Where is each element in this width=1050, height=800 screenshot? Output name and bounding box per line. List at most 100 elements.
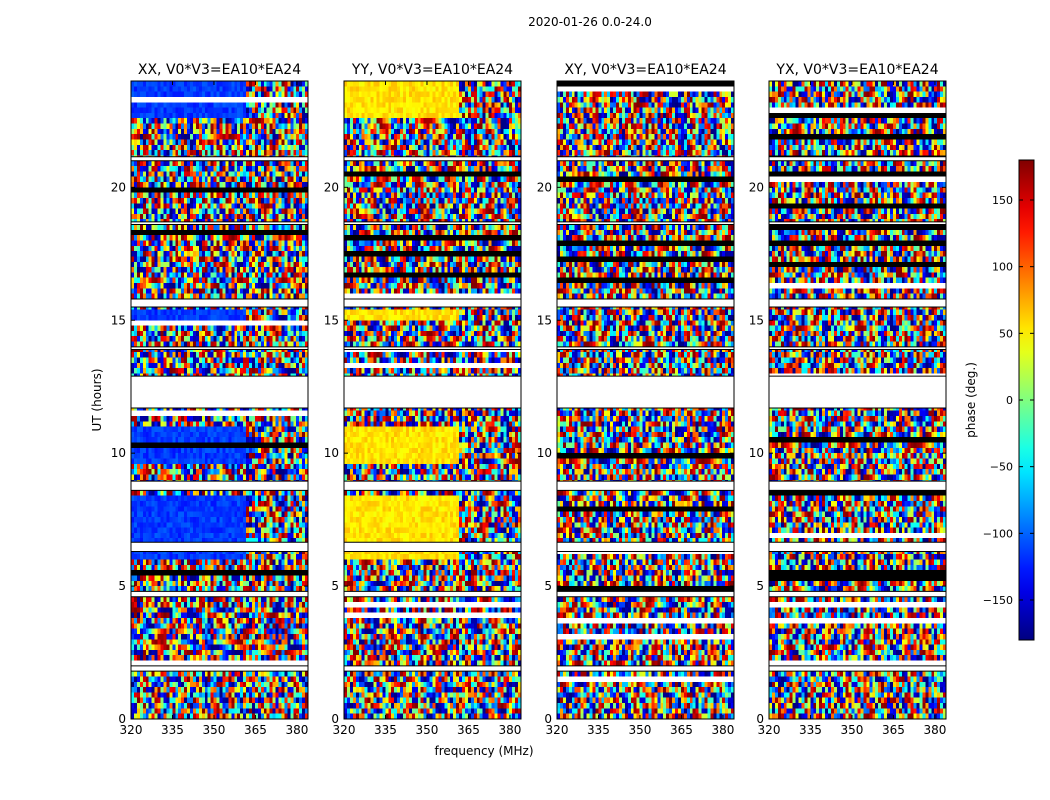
panel-yy-frame — [343, 80, 522, 720]
panel-yx-flagged-band — [769, 665, 946, 672]
panel-yx-flagged-band — [769, 376, 946, 408]
panel-yx-title: YX, V0*V3=EA10*EA24 — [775, 62, 938, 78]
y-tick-label: 15 — [537, 313, 552, 327]
panel-xy-title: XY, V0*V3=EA10*EA24 — [564, 62, 726, 78]
panel-xy-flagged-band — [557, 298, 734, 307]
y-tick-label: 20 — [749, 180, 764, 194]
x-tick-label: 365 — [882, 723, 905, 737]
y-axis-label: UT (hours) — [90, 368, 104, 431]
panel-xx-title: XX, V0*V3=EA10*EA24 — [138, 62, 301, 78]
y-tick-label: 10 — [749, 446, 764, 460]
panel-yy-flagged-band — [344, 665, 521, 672]
colorbar-tick-label: 50 — [999, 327, 1013, 340]
colorbar-label: phase (deg.) — [964, 362, 978, 438]
panel-xy-flagged-band — [557, 481, 734, 491]
panel-yy-flagged-band — [344, 591, 521, 597]
panel-yy-flagged-band — [344, 542, 521, 552]
panel-xy-flagged-band — [557, 156, 734, 161]
x-tick-label: 380 — [923, 723, 946, 737]
panel-xx-flagged-band — [131, 542, 308, 552]
y-tick-label: 5 — [544, 579, 552, 593]
colorbar-tick-label: −50 — [990, 461, 1013, 474]
colorbar-tick-label: −150 — [983, 594, 1013, 607]
x-tick-label: 335 — [587, 723, 610, 737]
panels-layer: XX, V0*V3=EA10*EA24 320 335 350 365 380 0 5 10 15… — [111, 62, 947, 737]
x-axis-label: frequency (MHz) — [434, 744, 533, 758]
panel-yy-title: YY, V0*V3=EA10*EA24 — [351, 62, 513, 78]
x-tick-label: 320 — [333, 723, 356, 737]
panel-xy-flagged-band — [557, 346, 734, 350]
panel-xx-flagged-band — [131, 221, 308, 225]
panel-xx-flagged-band — [131, 481, 308, 491]
panel-yx-flagged-band — [769, 542, 946, 552]
panel-yy-flagged-band — [344, 346, 521, 350]
panel-xy-flagged-band — [557, 542, 734, 552]
y-tick-label: 20 — [537, 180, 552, 194]
y-tick-label: 5 — [331, 579, 339, 593]
colorbar: 150 100 50 0 −50 −100 −150 — [983, 159, 1035, 641]
colorbar-tick-label: 100 — [992, 261, 1013, 274]
panel-yx-flagged-band — [769, 156, 946, 161]
panel-yx: YX, V0*V3=EA10*EA24 320 335 350 365 380 0 5 10 15… — [749, 62, 947, 737]
x-tick-label: 350 — [416, 723, 439, 737]
panel-xy-flagged-band — [557, 376, 734, 408]
y-tick-label: 15 — [324, 313, 339, 327]
y-tick-label: 10 — [324, 446, 339, 460]
panel-yx-flagged-band — [769, 298, 946, 307]
x-tick-label: 380 — [711, 723, 734, 737]
panel-xx-flagged-band — [131, 298, 308, 307]
panel-xy-flagged-band — [557, 591, 734, 597]
panel-yy: YY, V0*V3=EA10*EA24 320 335 350 365 380 0 5 10 15… — [324, 62, 522, 737]
x-tick-label: 335 — [161, 723, 184, 737]
y-tick-label: 0 — [544, 712, 552, 726]
x-tick-label: 335 — [799, 723, 822, 737]
x-tick-label: 350 — [841, 723, 864, 737]
y-tick-label: 20 — [111, 180, 126, 194]
panel-yx-flagged-band — [769, 221, 946, 225]
x-tick-label: 380 — [285, 723, 308, 737]
panel-xx-flagged-band — [131, 591, 308, 597]
x-tick-label: 365 — [670, 723, 693, 737]
panel-yx-flagged-band — [769, 481, 946, 491]
panel-yx-flagged-band — [769, 591, 946, 597]
colorbar-tick-label: −100 — [983, 527, 1013, 540]
x-tick-label: 380 — [498, 723, 521, 737]
panel-xy: XY, V0*V3=EA10*EA24 320 335 350 365 380 0 5 10 15… — [537, 62, 735, 737]
y-tick-label: 5 — [756, 579, 764, 593]
colorbar-tick-label: 150 — [992, 194, 1013, 207]
panel-xx-frame — [130, 80, 309, 720]
panel-yx-frame — [768, 80, 947, 720]
x-tick-label: 350 — [203, 723, 226, 737]
y-tick-label: 10 — [537, 446, 552, 460]
panel-xx-flagged-band — [131, 665, 308, 672]
figure-title: 2020-01-26 0.0-24.0 — [528, 15, 652, 29]
panel-xy-flagged-band — [557, 221, 734, 225]
colorbar-tick-label: 0 — [1006, 394, 1013, 407]
panel-xx-flagged-band — [131, 376, 308, 408]
panel-yy-flagged-band — [344, 156, 521, 161]
x-tick-label: 365 — [457, 723, 480, 737]
y-tick-label: 0 — [756, 712, 764, 726]
x-tick-label: 350 — [629, 723, 652, 737]
y-tick-label: 0 — [331, 712, 339, 726]
panel-xy-flagged-band — [557, 665, 734, 672]
x-tick-label: 335 — [374, 723, 397, 737]
y-tick-label: 15 — [111, 313, 126, 327]
panel-yy-flagged-band — [344, 221, 521, 225]
x-tick-label: 365 — [244, 723, 267, 737]
panel-yx-flagged-band — [769, 346, 946, 350]
x-tick-label: 320 — [758, 723, 781, 737]
y-tick-label: 10 — [111, 446, 126, 460]
panel-xx-flagged-band — [131, 346, 308, 350]
y-tick-label: 5 — [118, 579, 126, 593]
y-tick-label: 15 — [749, 313, 764, 327]
x-tick-label: 320 — [546, 723, 569, 737]
y-tick-label: 0 — [118, 712, 126, 726]
panel-yy-flagged-band — [344, 298, 521, 307]
panel-yy-flagged-band — [344, 481, 521, 491]
y-tick-label: 20 — [324, 180, 339, 194]
x-tick-label: 320 — [120, 723, 143, 737]
panel-xy-frame — [556, 80, 735, 720]
panel-yy-flagged-band — [344, 376, 521, 408]
